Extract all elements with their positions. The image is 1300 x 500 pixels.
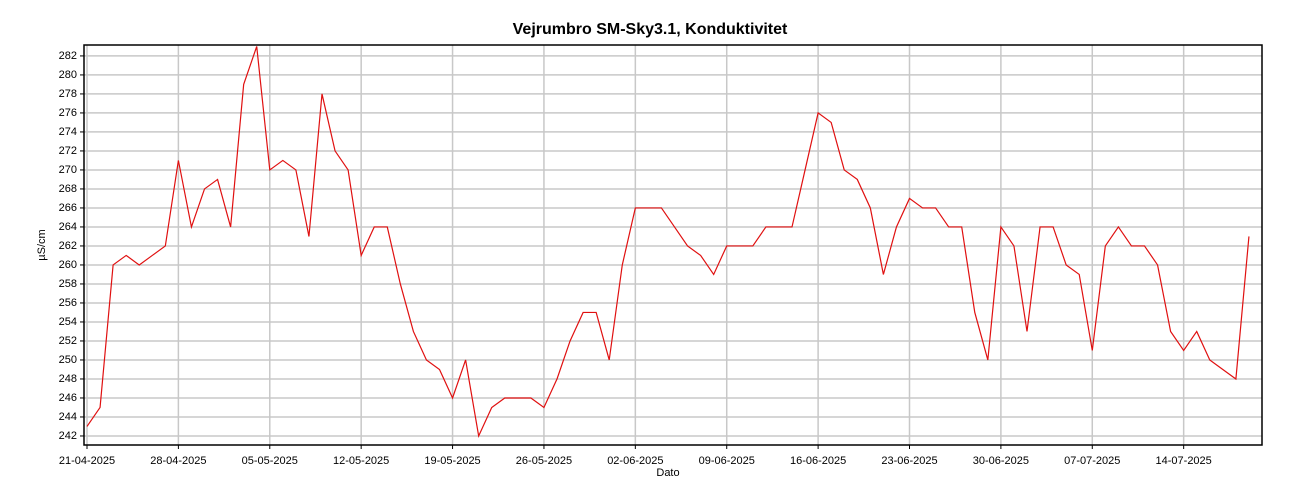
y-tick-label: 260: [59, 259, 77, 271]
y-axis-label: µS/cm: [36, 229, 48, 260]
x-tick-label: 02-06-2025: [607, 455, 663, 467]
y-tick-label: 246: [59, 392, 77, 404]
x-tick-label: 26-05-2025: [516, 455, 572, 467]
y-tick-label: 282: [59, 50, 77, 62]
x-tick-label: 09-06-2025: [699, 455, 755, 467]
y-tick-label: 258: [59, 278, 77, 290]
y-tick-label: 254: [59, 316, 77, 328]
x-tick-label: 23-06-2025: [881, 455, 937, 467]
y-tick-label: 272: [59, 145, 77, 157]
y-tick-label: 248: [59, 373, 77, 385]
y-tick-label: 264: [59, 221, 77, 233]
y-tick-label: 266: [59, 202, 77, 214]
y-tick-label: 242: [59, 430, 77, 442]
y-tick-label: 280: [59, 69, 77, 81]
x-tick-label: 07-07-2025: [1064, 455, 1120, 467]
x-tick-label: 28-04-2025: [150, 455, 206, 467]
y-tick-label: 256: [59, 297, 77, 309]
x-tick-label: 21-04-2025: [59, 455, 115, 467]
y-tick-label: 252: [59, 335, 77, 347]
x-tick-label: 12-05-2025: [333, 455, 389, 467]
y-tick-label: 278: [59, 88, 77, 100]
x-tick-label: 16-06-2025: [790, 455, 846, 467]
x-tick-label: 05-05-2025: [242, 455, 298, 467]
plot-frame: [83, 44, 1263, 446]
y-tick-label: 270: [59, 164, 77, 176]
y-tick-label: 262: [59, 240, 77, 252]
y-tick-label: 244: [59, 411, 77, 423]
x-tick-label: 30-06-2025: [973, 455, 1029, 467]
y-tick-label: 274: [59, 126, 77, 138]
x-tick-label: 19-05-2025: [424, 455, 480, 467]
y-tick-label: 250: [59, 354, 77, 366]
x-tick-label: 14-07-2025: [1156, 455, 1212, 467]
y-tick-label: 268: [59, 183, 77, 195]
x-axis-label: Dato: [656, 467, 679, 479]
chart-title: Vejrumbro SM-Sky3.1, Konduktivitet: [513, 21, 788, 38]
data-line: [86, 46, 1250, 438]
y-tick-label: 276: [59, 107, 77, 119]
